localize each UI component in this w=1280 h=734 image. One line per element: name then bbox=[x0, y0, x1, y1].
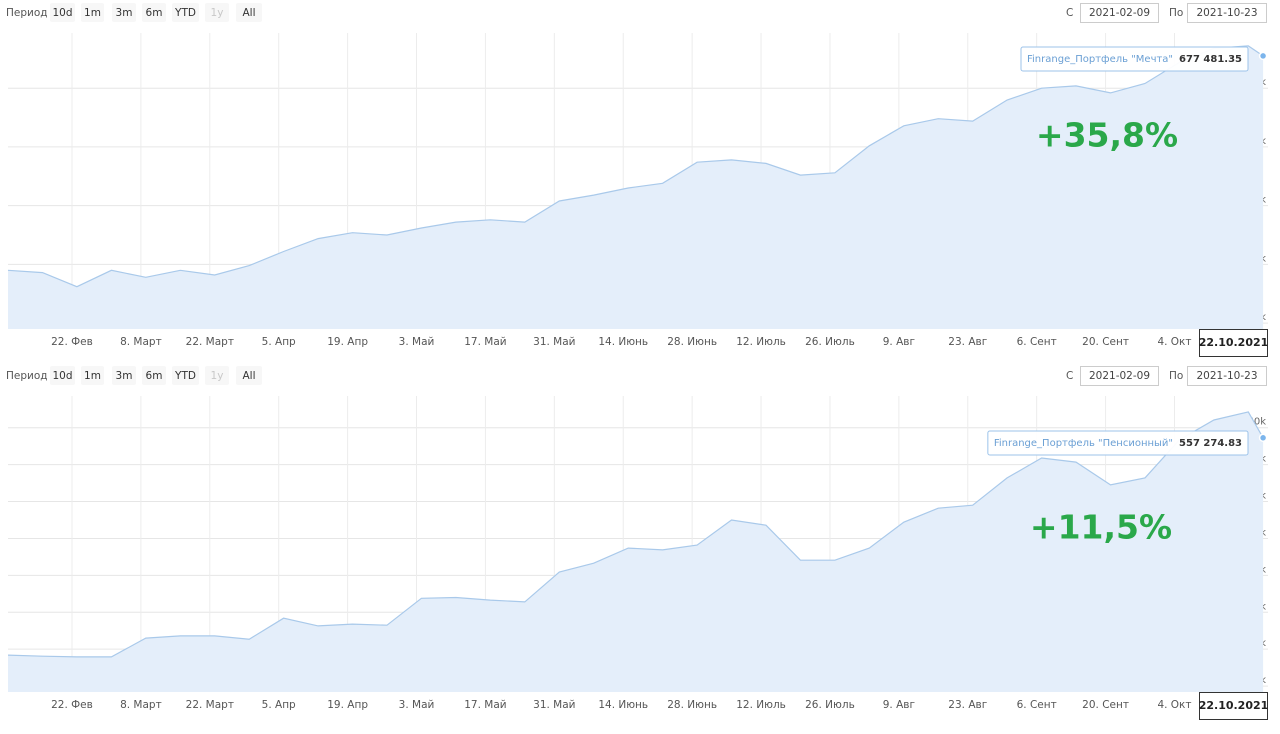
tooltip-box bbox=[987, 430, 1249, 456]
range-button-label[interactable]: 3m bbox=[116, 370, 133, 382]
to-input[interactable] bbox=[1187, 366, 1267, 386]
x-tick-label: 19. Апр bbox=[327, 336, 368, 348]
x-tick-label: 9. Авг bbox=[883, 336, 915, 348]
x-tick-label: 20. Сент bbox=[1082, 336, 1129, 348]
range-button[interactable] bbox=[81, 3, 104, 22]
x-tick-label: 4. Окт bbox=[1157, 699, 1191, 711]
annotation: +11,5% bbox=[1030, 508, 1172, 547]
tooltip: 677 481.35 Finrange_Портфель "Мечта" bbox=[1020, 46, 1249, 72]
range-button bbox=[205, 366, 229, 385]
crosshair-label: 22.10.2021 bbox=[1199, 336, 1269, 349]
range-button[interactable] bbox=[112, 366, 136, 385]
x-tick-label: 28. Июнь bbox=[667, 699, 717, 711]
x-tick-label: 6. Сент bbox=[1017, 699, 1057, 711]
x-tick-label: 6. Сент bbox=[1017, 336, 1057, 348]
tooltip-box bbox=[1020, 46, 1249, 72]
x-tick-label: 3. Май bbox=[399, 699, 435, 711]
x-tick-label: 22. Март bbox=[186, 699, 234, 711]
point-marker bbox=[1258, 433, 1268, 443]
range-button-label[interactable]: All bbox=[242, 370, 255, 382]
crosshair-label-box bbox=[1199, 692, 1268, 720]
crosshair-label: 22.10.2021 bbox=[1199, 699, 1269, 712]
to-input-value[interactable]: 2021-10-23 bbox=[1196, 370, 1257, 382]
range-button-label: 1y bbox=[211, 370, 224, 382]
x-tick-label: 22. Март bbox=[186, 336, 234, 348]
x-tick-label: 23. Авг bbox=[948, 336, 987, 348]
range-button[interactable] bbox=[142, 3, 166, 22]
x-tick-label: 23. Авг bbox=[948, 699, 987, 711]
range-button[interactable] bbox=[142, 366, 166, 385]
range-button[interactable] bbox=[172, 3, 199, 22]
x-tick-label: 8. Март bbox=[120, 699, 162, 711]
tooltip-series-name: Finrange_Портфель "Мечта" bbox=[1027, 54, 1173, 65]
from-input[interactable] bbox=[1080, 3, 1159, 23]
x-tick-label: 12. Июль bbox=[736, 699, 786, 711]
range-button-label[interactable]: 1m bbox=[84, 7, 101, 19]
range-button-label: 1y bbox=[211, 7, 224, 19]
chart: Период 10d 1m 3m 6m YTD 1y All С 2021-02-09 По 2021… bbox=[6, 3, 1268, 357]
range-button bbox=[205, 3, 229, 22]
x-tick-label: 31. Май bbox=[533, 336, 575, 348]
range-button[interactable] bbox=[172, 366, 199, 385]
x-tick-label: 4. Окт bbox=[1157, 336, 1191, 348]
x-tick-label: 8. Март bbox=[120, 336, 162, 348]
range-button-label[interactable]: 10d bbox=[52, 370, 72, 382]
area bbox=[8, 411, 1264, 692]
range-button-label[interactable]: YTD bbox=[174, 370, 196, 382]
to-input[interactable] bbox=[1187, 3, 1267, 23]
crosshair-label-box bbox=[1199, 329, 1268, 357]
x-tick-label: 22. Фев bbox=[51, 699, 93, 711]
range-button-label[interactable]: YTD bbox=[174, 7, 196, 19]
x-tick-label: 12. Июль bbox=[736, 336, 786, 348]
chart: Период 10d 1m 3m 6m YTD 1y All С 2021-02-09 По 2021… bbox=[6, 366, 1268, 720]
x-tick-label: 14. Июнь bbox=[598, 699, 648, 711]
point-marker bbox=[1258, 51, 1268, 61]
tooltip: 557 274.83 Finrange_Портфель "Пенсионный" bbox=[987, 430, 1249, 456]
range-button[interactable] bbox=[81, 366, 104, 385]
line bbox=[7, 45, 1264, 288]
x-tick-label: 17. Май bbox=[464, 699, 506, 711]
to-input-value[interactable]: 2021-10-23 bbox=[1196, 7, 1257, 19]
tooltip-value: 557 274.83 bbox=[1179, 438, 1242, 449]
x-tick-label: 17. Май bbox=[464, 336, 506, 348]
range-button-label[interactable]: 6m bbox=[146, 370, 163, 382]
to-label: По bbox=[1169, 370, 1183, 382]
tooltip-series-name: Finrange_Портфель "Пенсионный" bbox=[994, 438, 1173, 449]
annotation: +35,8% bbox=[1036, 116, 1178, 155]
range-selector-label: Период bbox=[6, 7, 48, 19]
range-button-label[interactable]: 10d bbox=[52, 7, 72, 19]
x-tick-label: 22. Фев bbox=[51, 336, 93, 348]
from-label: С bbox=[1066, 370, 1073, 382]
range-button-label[interactable]: 3m bbox=[116, 7, 133, 19]
x-tick-label: 5. Апр bbox=[262, 699, 296, 711]
range-button-label[interactable]: 6m bbox=[146, 7, 163, 19]
x-tick-label: 19. Апр bbox=[327, 699, 368, 711]
x-tick-label: 28. Июнь bbox=[667, 336, 717, 348]
x-tick-label: 20. Сент bbox=[1082, 699, 1129, 711]
range-button[interactable] bbox=[112, 3, 136, 22]
range-button-label[interactable]: All bbox=[242, 7, 255, 19]
to-label: По bbox=[1169, 7, 1183, 19]
x-tick-label: 26. Июль bbox=[805, 336, 855, 348]
x-tick-label: 9. Авг bbox=[883, 699, 915, 711]
from-input[interactable] bbox=[1080, 366, 1159, 386]
from-input-value[interactable]: 2021-02-09 bbox=[1089, 7, 1150, 19]
range-selector-label: Период bbox=[6, 370, 48, 382]
range-button-label[interactable]: 1m bbox=[84, 370, 101, 382]
range-button[interactable] bbox=[50, 3, 75, 22]
from-label: С bbox=[1066, 7, 1073, 19]
line bbox=[7, 411, 1264, 658]
x-tick-label: 5. Апр bbox=[262, 336, 296, 348]
from-input-value[interactable]: 2021-02-09 bbox=[1089, 370, 1150, 382]
x-tick-label: 31. Май bbox=[533, 699, 575, 711]
range-button[interactable] bbox=[236, 366, 262, 385]
x-tick-label: 3. Май bbox=[399, 336, 435, 348]
x-tick-label: 14. Июнь bbox=[598, 336, 648, 348]
range-button[interactable] bbox=[236, 3, 262, 22]
x-tick-label: 26. Июль bbox=[805, 699, 855, 711]
range-button[interactable] bbox=[50, 366, 75, 385]
tooltip-value: 677 481.35 bbox=[1179, 54, 1242, 65]
